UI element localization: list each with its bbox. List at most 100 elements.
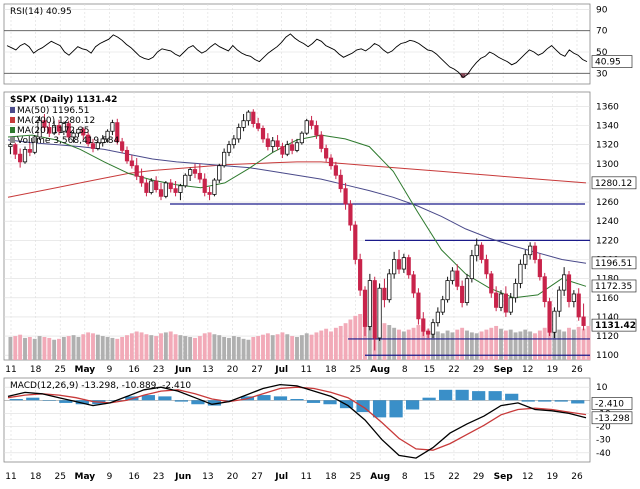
macd-histogram-bar xyxy=(488,391,502,401)
price-last-value-box xyxy=(591,318,637,332)
x-tick-label: 27 xyxy=(251,365,262,375)
price-tick-label: 1120 xyxy=(596,332,619,342)
rsi-panel: 90 70 50 30 RSI(14) 40.95 40.95 xyxy=(4,5,633,79)
candle-body xyxy=(474,244,479,257)
macd-histogram-bar xyxy=(9,399,23,401)
volume-bar xyxy=(18,334,23,360)
candle-body xyxy=(547,301,552,333)
candle-body xyxy=(226,144,232,153)
price-panel: 1360134013201300128012601240122012001180… xyxy=(4,95,637,361)
volume-bar xyxy=(173,334,178,360)
candle-body xyxy=(299,132,304,144)
volume-bar xyxy=(110,337,115,360)
x-tick-label: 20 xyxy=(227,365,239,375)
volume-bar xyxy=(338,325,343,360)
candle-body xyxy=(100,138,105,144)
x-tick-label: 16 xyxy=(128,472,140,482)
volume-bar xyxy=(241,338,246,360)
macd-last-value-box xyxy=(591,411,633,425)
price-tick-label: 1240 xyxy=(596,217,619,227)
candle-body xyxy=(333,165,338,176)
ma50-line xyxy=(7,139,587,264)
volume-bar xyxy=(188,337,193,360)
rsi-last-value-box xyxy=(591,55,633,68)
candle-body xyxy=(508,297,513,313)
volume-bar xyxy=(236,337,241,360)
candle-body xyxy=(241,120,246,128)
candle-body xyxy=(518,263,523,284)
candle-body xyxy=(56,125,62,132)
candle-body xyxy=(173,188,178,193)
volume-bar xyxy=(61,337,66,360)
macd-histogram-bar xyxy=(571,400,585,404)
price-tick-label: 1140 xyxy=(596,313,619,323)
macd-histogram-bar xyxy=(42,400,56,401)
candle-body xyxy=(576,293,581,318)
volume-bar xyxy=(86,332,91,360)
price-last-value-label: 1172.35 xyxy=(595,282,632,292)
candle-body xyxy=(275,140,280,147)
candle-body xyxy=(251,111,256,124)
candle-body xyxy=(207,192,212,195)
volume-bar xyxy=(66,336,71,360)
candle-body xyxy=(124,149,130,162)
volume-bar xyxy=(222,337,227,360)
x-tick-label: Jul xyxy=(274,365,288,375)
volume-bar xyxy=(57,338,61,360)
volume-bar xyxy=(329,331,333,360)
candle-body xyxy=(246,111,251,122)
x-tick-label: 27 xyxy=(251,472,262,482)
legend-swatch xyxy=(10,107,15,113)
rsi-oversold-fill xyxy=(460,73,466,78)
x-tick-label: Sep xyxy=(494,472,514,482)
volume-bar xyxy=(367,321,372,360)
x-tick-label: 9 xyxy=(107,472,113,482)
x-tick-label: 11 xyxy=(5,472,16,482)
candle-body xyxy=(285,144,290,155)
candle-body xyxy=(71,132,76,138)
candle-body xyxy=(460,285,465,303)
volume-bar xyxy=(47,337,52,360)
volume-bar xyxy=(178,335,183,360)
volume-bar xyxy=(314,332,319,360)
candle-body xyxy=(158,189,164,197)
candle-body xyxy=(411,274,416,294)
volume-bar xyxy=(129,333,134,360)
volume-bar xyxy=(431,332,435,360)
volume-bar xyxy=(533,333,537,360)
volume-bar xyxy=(499,328,503,360)
macd-histogram-bar xyxy=(207,400,222,406)
macd-histogram-bar xyxy=(538,400,552,402)
candle-body xyxy=(435,311,440,324)
macd-histogram-bar xyxy=(521,400,535,402)
volume-bar xyxy=(465,330,469,360)
candle-body xyxy=(416,292,421,320)
x-tick-label: 25 xyxy=(350,472,361,482)
candle-body xyxy=(202,178,207,193)
ma200-line xyxy=(7,161,587,198)
volume-bar xyxy=(358,314,363,360)
volume-bar xyxy=(115,338,120,360)
volume-bar xyxy=(503,330,508,360)
candle-body xyxy=(537,259,542,278)
candle-body xyxy=(81,128,86,136)
candle-body xyxy=(197,172,202,180)
candle-body xyxy=(498,293,504,308)
volume-bar xyxy=(348,319,353,360)
candle-body xyxy=(256,123,261,129)
candle-body xyxy=(469,255,474,280)
volume-bar xyxy=(528,331,533,360)
volume-bar xyxy=(23,337,27,360)
candle-body xyxy=(105,130,110,140)
x-tick-label: 25 xyxy=(54,365,65,375)
candle-body xyxy=(280,146,285,155)
macd-histogram-bar xyxy=(323,400,337,405)
price-title: $SPX (Daily) 1131.42 xyxy=(10,95,117,105)
candle-body xyxy=(571,293,576,303)
macd-histogram-bar xyxy=(191,400,205,405)
candle-body xyxy=(139,175,144,184)
candle-body xyxy=(76,128,81,134)
candle-body xyxy=(328,157,334,167)
candle-body xyxy=(66,123,71,138)
